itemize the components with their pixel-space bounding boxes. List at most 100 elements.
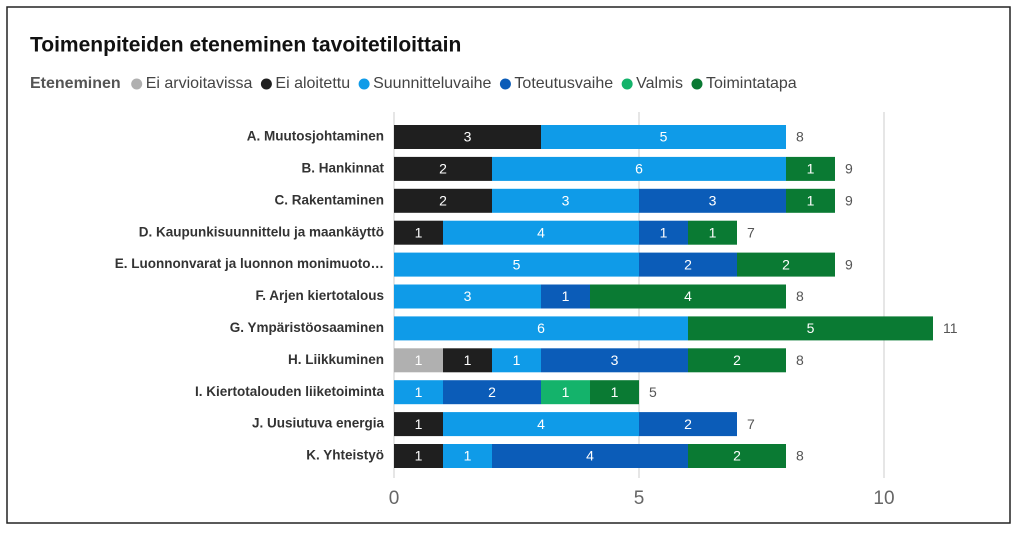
bar-segment	[394, 380, 443, 405]
bar-segment	[394, 348, 443, 373]
value-label: 1	[807, 193, 815, 209]
bar-segment	[394, 156, 492, 181]
legend-label: Toimintatapa	[706, 75, 797, 92]
total-label: 5	[649, 384, 657, 400]
category-label: J. Uusiutuva energia	[252, 416, 385, 431]
value-label: 1	[464, 448, 472, 464]
bar-segment	[688, 444, 786, 468]
value-label: 4	[684, 288, 692, 304]
value-label: 1	[415, 384, 423, 400]
value-label: 1	[415, 416, 423, 432]
category-label: K. Yhteistyö	[306, 448, 384, 463]
value-label: 2	[488, 384, 496, 400]
bar-segment	[786, 156, 835, 181]
bar-segment	[394, 220, 443, 245]
value-label: 1	[562, 288, 570, 304]
bar-segment	[394, 284, 541, 309]
bar-segment	[492, 188, 639, 213]
value-label: 3	[562, 193, 570, 209]
legend-label: Ei aloitettu	[275, 75, 350, 92]
value-label: 1	[807, 161, 815, 177]
value-label: 6	[635, 161, 643, 177]
value-label: 3	[611, 352, 619, 368]
legend-swatch	[260, 78, 272, 90]
value-label: 1	[513, 352, 521, 368]
total-label: 8	[796, 288, 804, 304]
bar-segment	[639, 220, 688, 245]
x-tick-label: 10	[873, 488, 894, 509]
bar-segment	[443, 348, 492, 373]
bar-segment	[443, 220, 639, 245]
total-label: 8	[796, 129, 804, 145]
value-label: 2	[439, 193, 447, 209]
value-label: 2	[439, 161, 447, 177]
bar-segment	[443, 412, 639, 437]
x-tick-label: 5	[634, 488, 645, 509]
value-label: 6	[537, 320, 545, 336]
bar-segment	[688, 316, 933, 341]
value-label: 1	[660, 224, 668, 240]
value-label: 1	[415, 448, 423, 464]
value-label: 2	[782, 256, 790, 272]
bar-segment	[541, 380, 590, 405]
value-label: 5	[807, 320, 815, 336]
total-label: 7	[747, 416, 755, 432]
bar-segment	[394, 316, 688, 341]
legend-swatch	[131, 78, 143, 90]
total-label: 9	[845, 256, 853, 272]
legend-label: Ei arvioitavissa	[146, 75, 253, 92]
category-label: B. Hankinnat	[301, 160, 384, 175]
total-label: 9	[845, 161, 853, 177]
legend-label: Suunnitteluvaihe	[373, 75, 491, 92]
total-label: 11	[943, 320, 958, 336]
value-label: 4	[537, 224, 545, 240]
total-label: 7	[747, 224, 755, 240]
bar-segment	[639, 412, 737, 437]
value-label: 2	[684, 416, 692, 432]
bar-segment	[492, 156, 786, 181]
value-label: 4	[537, 416, 545, 432]
legend-label: Valmis	[636, 75, 683, 92]
category-label: A. Muutosjohtaminen	[247, 129, 384, 144]
bar-segment	[394, 412, 443, 437]
value-label: 1	[464, 352, 472, 368]
value-label: 3	[464, 129, 472, 145]
bar-segment	[541, 284, 590, 309]
bar-segment	[737, 252, 835, 277]
value-label: 1	[709, 224, 717, 240]
bar-segment	[394, 125, 541, 149]
legend-label: Toteutusvaihe	[514, 75, 613, 92]
bar-segment	[443, 380, 541, 405]
value-label: 5	[513, 256, 521, 272]
category-label: F. Arjen kiertotalous	[255, 288, 384, 303]
value-label: 2	[733, 448, 741, 464]
bar-segment	[492, 348, 541, 373]
value-label: 4	[586, 448, 594, 464]
value-label: 3	[709, 193, 717, 209]
x-tick-label: 0	[389, 488, 400, 509]
category-label: E. Luonnonvarat ja luonnon monimuoto…	[115, 256, 384, 271]
bar-segment	[590, 380, 639, 405]
bar-segment	[590, 284, 786, 309]
category-label: H. Liikkuminen	[288, 352, 384, 367]
bar-segment	[394, 188, 492, 213]
bar-segment	[639, 188, 786, 213]
bar-segment	[492, 444, 688, 468]
legend-title: Eteneminen	[30, 75, 121, 92]
bar-segment	[394, 444, 443, 468]
value-label: 2	[684, 256, 692, 272]
value-label: 1	[611, 384, 619, 400]
value-label: 1	[415, 224, 423, 240]
legend-swatch	[499, 78, 511, 90]
bar-segment	[443, 444, 492, 468]
bar-segment	[688, 348, 786, 373]
value-label: 1	[562, 384, 570, 400]
value-label: 2	[733, 352, 741, 368]
total-label: 9	[845, 193, 853, 209]
legend-swatch	[621, 78, 633, 90]
legend-swatch	[691, 78, 703, 90]
total-label: 8	[796, 352, 804, 368]
legend-swatch	[358, 78, 370, 90]
total-label: 8	[796, 448, 804, 464]
